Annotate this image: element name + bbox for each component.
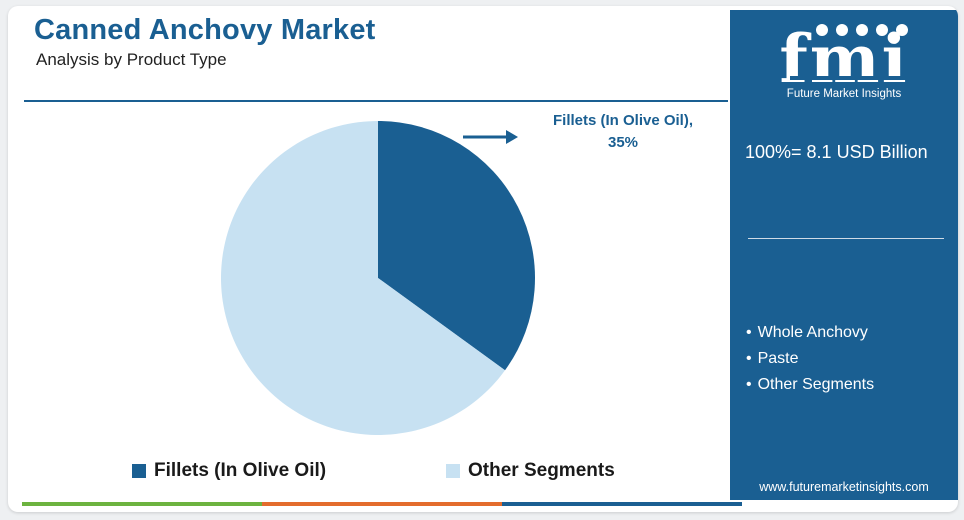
list-item: Whole Anchovy [746, 320, 874, 346]
chart-title: Canned Anchovy Market [34, 14, 376, 46]
legend-swatch-fillets [132, 464, 146, 478]
info-sidebar: fmi Future Market Insights 100%= 8.1 USD… [730, 10, 958, 500]
other-segments-list: Whole Anchovy Paste Other Segments [746, 320, 875, 398]
bottom-color-bar [22, 502, 742, 506]
legend-label-other: Other Segments [468, 460, 615, 481]
bottom-bar-segment [22, 502, 262, 506]
pie-slice-other-segments [220, 121, 506, 435]
bottom-bar-segment [502, 502, 742, 506]
slice-callout-label: Fillets (In Olive Oil), 35% [552, 112, 694, 151]
bottom-bar-segment [262, 502, 502, 506]
title-divider [24, 100, 728, 102]
legend-swatch-other [446, 464, 460, 478]
pie-chart [220, 121, 535, 435]
chart-subtitle: Analysis by Product Type [36, 50, 227, 69]
pie-slice-fillets [378, 121, 535, 371]
legend-label-fillets: Fillets (In Olive Oil) [154, 460, 327, 481]
list-item: Paste [746, 346, 874, 372]
sidebar-divider [748, 238, 944, 239]
website-link[interactable]: www.futuremarketinsights.com [759, 480, 929, 494]
brand-name: Future Market Insights [786, 88, 902, 100]
total-market-label: 100%= 8.1 USD Billion [745, 142, 928, 162]
legend-item-fillets: Fillets (In Olive Oil) [132, 460, 326, 482]
list-item: Other Segments [746, 372, 875, 398]
callout-arrow [463, 130, 518, 144]
chart-card: Canned Anchovy Market Analysis by Produc… [8, 6, 958, 512]
fmi-logo: fmi [779, 20, 908, 98]
pie-slices [220, 121, 535, 435]
legend-item-other: Other Segments [446, 460, 615, 482]
